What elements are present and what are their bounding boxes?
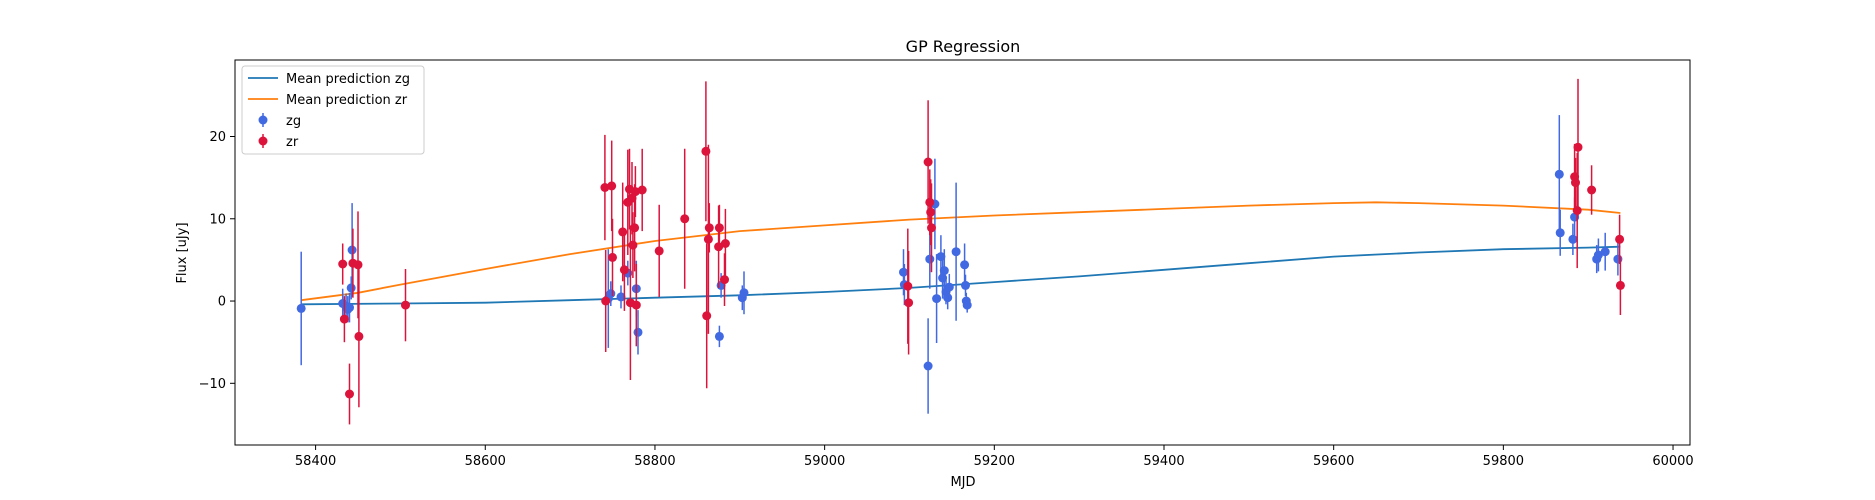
y-axis-label: Flux [uJy] xyxy=(175,222,190,283)
legend-label-zr: zr xyxy=(286,135,299,150)
zr-point xyxy=(714,223,724,233)
zr-point xyxy=(637,185,647,195)
zr-point xyxy=(339,314,349,324)
x-tick-label: 59000 xyxy=(804,454,845,469)
series-line-mean-prediction-zr xyxy=(301,201,1621,302)
zg-point xyxy=(345,303,354,313)
legend-label-mean-zr: Mean prediction zr xyxy=(286,93,408,108)
x-tick-label: 59800 xyxy=(1483,454,1524,469)
zg-point xyxy=(925,254,935,264)
series-zr xyxy=(338,78,1625,425)
legend-swatch-zg-marker xyxy=(258,115,268,125)
y-tick-label: 0 xyxy=(218,295,226,310)
zr-point xyxy=(923,157,933,167)
zr-point xyxy=(1572,206,1582,215)
zr-point xyxy=(619,265,629,275)
zr-point xyxy=(1615,280,1625,290)
zg-point xyxy=(923,361,933,371)
y-tick-label: −10 xyxy=(199,377,226,392)
x-axis-label: MJD xyxy=(950,475,975,490)
x-tick-label: 58800 xyxy=(634,454,675,469)
zr-point xyxy=(925,197,935,207)
zr-point xyxy=(338,259,348,269)
zg-point xyxy=(347,245,357,255)
zg-point xyxy=(739,288,749,298)
zr-point xyxy=(608,252,617,262)
zr-point xyxy=(927,223,936,233)
series-zg xyxy=(296,115,1623,414)
zr-point xyxy=(353,260,363,270)
zr-point xyxy=(607,181,617,191)
zr-point xyxy=(345,389,354,399)
zg-point xyxy=(951,247,961,257)
series-line-mean-prediction-zg xyxy=(301,245,1621,306)
x-tick-label: 59400 xyxy=(1143,454,1184,469)
x-axis: 58400 58600 58800 59000 59200 59400 59600 59800… xyxy=(295,445,1694,469)
legend-frame xyxy=(241,65,425,155)
zr-point xyxy=(903,281,913,291)
zr-point xyxy=(630,187,640,197)
zr-point xyxy=(654,246,664,256)
zr-point xyxy=(628,240,638,250)
zr-point xyxy=(714,242,724,252)
y-tick-label: 20 xyxy=(209,130,226,145)
zr-point xyxy=(680,214,690,224)
x-tick-label: 60000 xyxy=(1652,454,1693,469)
zg-point xyxy=(346,283,356,293)
zg-point xyxy=(1568,234,1578,244)
zr-point xyxy=(618,227,628,237)
chart-title: GP Regression xyxy=(906,37,1021,56)
zg-point xyxy=(1554,169,1564,179)
zr-point xyxy=(720,275,729,285)
zg-point xyxy=(939,266,949,276)
zr-point xyxy=(720,239,730,248)
zg-point xyxy=(960,260,970,270)
zr-point xyxy=(926,207,936,217)
x-tick-label: 59200 xyxy=(974,454,1015,469)
zg-point xyxy=(633,327,643,337)
zg-point xyxy=(616,292,626,302)
plot-content xyxy=(296,78,1625,425)
zr-point xyxy=(703,234,713,244)
zr-point xyxy=(600,183,610,192)
zg-point xyxy=(1600,247,1610,257)
zg-point xyxy=(899,267,908,277)
zr-point xyxy=(401,300,410,310)
legend: Mean prediction zg Mean prediction zr zg… xyxy=(241,65,425,155)
x-tick-label: 58400 xyxy=(295,454,336,469)
zr-point xyxy=(1573,142,1583,152)
zr-point xyxy=(904,298,914,308)
x-tick-label: 58600 xyxy=(465,454,506,469)
y-axis: −10 0 10 20 xyxy=(199,130,235,392)
zr-point xyxy=(354,331,364,341)
zg-point xyxy=(296,303,306,313)
zr-point xyxy=(702,311,712,321)
zr-point xyxy=(1615,234,1625,244)
x-tick-label: 59600 xyxy=(1313,454,1354,469)
zr-point xyxy=(704,223,714,233)
zg-point xyxy=(606,289,616,299)
zr-point xyxy=(631,300,641,310)
zr-point xyxy=(601,296,611,306)
zg-point xyxy=(961,280,970,290)
zr-point xyxy=(630,223,640,233)
zg-point xyxy=(714,331,724,341)
zr-point xyxy=(1587,185,1597,195)
zg-point xyxy=(1593,250,1603,260)
zg-point xyxy=(944,282,954,292)
legend-label-zg: zg xyxy=(286,114,301,129)
zg-point xyxy=(1555,228,1565,238)
legend-swatch-zr-marker xyxy=(258,136,268,146)
zg-point xyxy=(943,293,953,303)
zg-point xyxy=(962,300,972,310)
plot-frame xyxy=(234,59,1691,446)
legend-label-mean-zg: Mean prediction zg xyxy=(286,72,410,87)
zg-point xyxy=(932,294,942,304)
y-tick-label: 10 xyxy=(209,212,226,227)
